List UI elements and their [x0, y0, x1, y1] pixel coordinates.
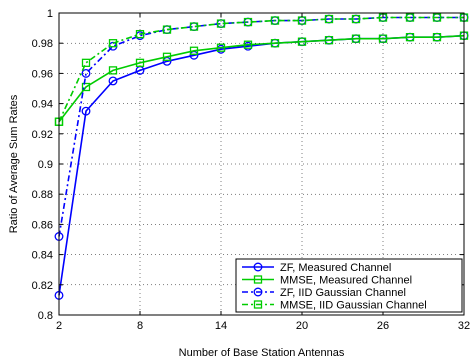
- legend-marker-1: [253, 275, 263, 284]
- x-tick-label-0: 2: [56, 320, 62, 332]
- series-1: [54, 31, 469, 126]
- legend-marker-0: [253, 262, 263, 272]
- legend-label-2: ZF, IID Gaussian Channel: [280, 287, 406, 299]
- data-point-1-2: [108, 66, 118, 75]
- axis-ticks: 2 8 14 20 26 32 0.8 0.82 0.84 0.86 0.88 0.9 0.92 0.94…: [32, 8, 471, 332]
- data-point-3-9: [297, 16, 307, 25]
- y-tick-label-10: 1: [47, 8, 53, 20]
- legend-label-3: MMSE, IID Gaussian Channel: [280, 300, 427, 312]
- data-point-2-1: [81, 68, 91, 78]
- data-point-1-4: [162, 52, 172, 61]
- data-point-3-1: [81, 58, 91, 67]
- legend-label-1: MMSE, Measured Channel: [280, 275, 412, 287]
- data-point-3-14: [432, 13, 442, 22]
- y-tick-label-8: 0.96: [32, 68, 53, 80]
- data-point-0-2: [108, 76, 118, 86]
- data-point-1-7: [243, 40, 253, 49]
- data-point-3-10: [324, 14, 334, 24]
- data-point-1-9: [297, 37, 307, 46]
- data-point-3-4: [162, 25, 172, 34]
- data-point-3-2: [108, 39, 118, 48]
- data-point-1-13: [405, 33, 415, 42]
- series-line-1: [58, 34, 465, 123]
- y-tick-label-0: 0.8: [38, 310, 53, 322]
- x-tick-label-4: 26: [377, 320, 389, 332]
- series-line-3: [58, 16, 464, 123]
- data-point-3-11: [351, 14, 361, 24]
- data-point-0-1: [81, 106, 91, 116]
- y-tick-label-6: 0.92: [32, 129, 53, 141]
- data-point-3-7: [243, 17, 253, 27]
- y-tick-label-9: 0.98: [32, 38, 53, 50]
- data-point-3-5: [189, 22, 199, 31]
- data-point-1-8: [270, 39, 280, 48]
- data-point-3-8: [270, 16, 280, 25]
- data-point-1-12: [378, 34, 388, 43]
- data-point-1-1: [81, 82, 91, 92]
- data-point-3-3: [135, 29, 145, 39]
- y-tick-label-5: 0.9: [38, 159, 53, 171]
- y-tick-label-3: 0.86: [32, 219, 53, 231]
- data-point-1-5: [189, 46, 199, 55]
- data-point-1-11: [351, 34, 361, 43]
- x-tick-label-2: 14: [215, 320, 227, 332]
- y-tick-label-2: 0.84: [32, 250, 53, 262]
- legend-box: [235, 258, 463, 313]
- legend-marker-3: [253, 300, 263, 309]
- legend-marker-2: [253, 287, 263, 297]
- data-point-3-6: [216, 19, 226, 28]
- x-tick-label-1: 8: [137, 320, 143, 332]
- legend-label-0: ZF, Measured Channel: [280, 262, 391, 274]
- data-point-1-14: [432, 33, 442, 42]
- y-tick-label-7: 0.94: [32, 99, 53, 111]
- series-layer: [54, 13, 469, 300]
- x-axis-label: Number of Base Station Antennas: [179, 347, 345, 359]
- y-axis-label: Ratio of Average Sum Rates: [8, 94, 20, 233]
- series-3: [54, 13, 469, 126]
- x-tick-label-5: 32: [458, 320, 470, 332]
- data-point-1-3: [135, 58, 145, 67]
- y-tick-label-1: 0.82: [32, 280, 53, 292]
- data-point-1-6: [216, 43, 226, 52]
- x-tick-label-3: 20: [296, 320, 308, 332]
- data-point-3-13: [405, 13, 415, 22]
- y-tick-label-4: 0.88: [32, 189, 53, 201]
- data-point-1-10: [324, 36, 334, 45]
